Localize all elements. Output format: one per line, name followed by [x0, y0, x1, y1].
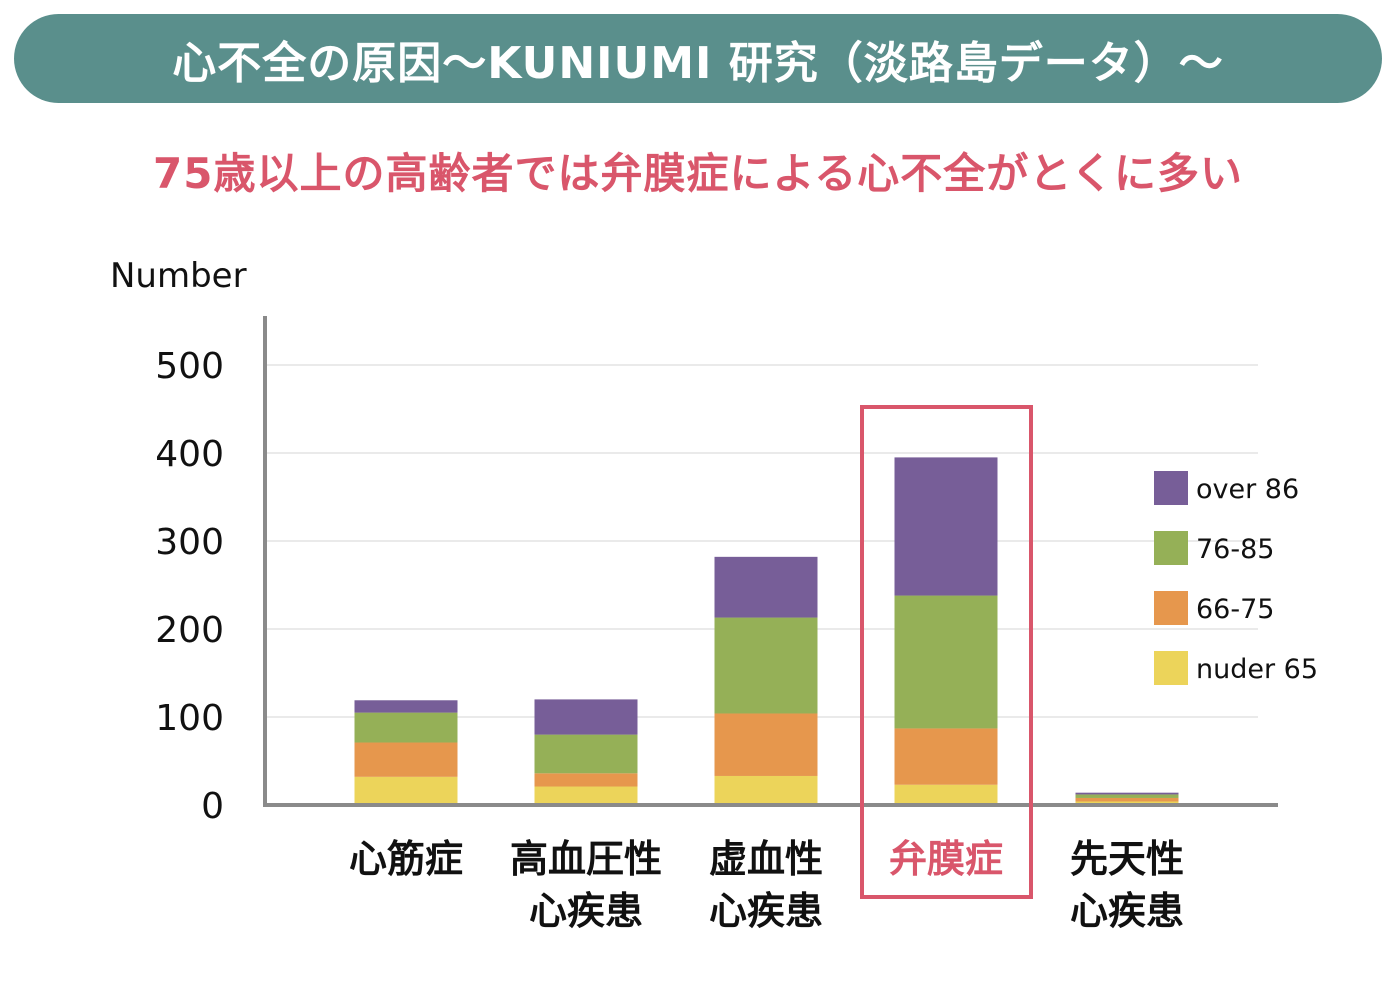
y-tick-label: 500 — [155, 346, 224, 387]
bar-segment — [354, 742, 458, 777]
highlight-box — [860, 405, 1033, 899]
bar-segment — [714, 556, 818, 618]
legend-swatch — [1154, 651, 1188, 685]
legend-swatch — [1154, 531, 1188, 565]
bar-segment — [714, 775, 818, 805]
x-tick-label: 先天性 — [1070, 837, 1184, 881]
y-axis-title: Number — [110, 256, 247, 296]
bar-segment — [714, 617, 818, 714]
legend-label: nuder 65 — [1196, 654, 1318, 685]
bar-segment — [534, 786, 638, 805]
y-tick-label: 300 — [155, 522, 224, 563]
bar-segment — [534, 773, 638, 787]
bar-segment — [1075, 794, 1179, 798]
y-tick-label: 400 — [155, 434, 224, 475]
legend-label: 76-85 — [1196, 534, 1274, 565]
y-tick-label: 0 — [201, 786, 224, 827]
legend-label: 66-75 — [1196, 594, 1274, 625]
page-title: 心不全の原因〜KUNIUMI 研究（淡路島データ）〜 — [172, 37, 1224, 89]
x-tick-label: 心疾患 — [1070, 889, 1184, 933]
x-tick-label: 弁膜症 — [889, 837, 1003, 881]
legend-swatch — [1154, 591, 1188, 625]
x-tick-label: 心疾患 — [709, 889, 823, 933]
y-tick-label: 200 — [155, 610, 224, 651]
bar-segment — [894, 457, 998, 596]
x-tick-label: 心疾患 — [529, 889, 643, 933]
bar-segment — [534, 734, 638, 774]
bar-segment — [894, 595, 998, 729]
x-tick-label: 高血圧性 — [510, 837, 662, 881]
legend-label: over 86 — [1196, 474, 1299, 505]
bar-segment — [1075, 792, 1179, 795]
x-tick-label: 虚血性 — [709, 837, 823, 881]
legend-swatch — [1154, 471, 1188, 505]
bar-segment — [354, 776, 458, 805]
bar-segment — [1075, 797, 1179, 802]
x-tick-label: 心筋症 — [349, 837, 463, 881]
bar-segment — [714, 713, 818, 776]
y-tick-label: 100 — [155, 698, 224, 739]
chart-subtitle: 75歳以上の高齢者では弁膜症による心不全がとくに多い — [153, 149, 1243, 198]
bar-segment — [354, 700, 458, 713]
bar-segment — [894, 784, 998, 805]
title-banner: 心不全の原因〜KUNIUMI 研究（淡路島データ）〜 — [14, 14, 1382, 103]
bar-segment — [354, 712, 458, 743]
bar-segment — [534, 699, 638, 735]
bar-segment — [894, 728, 998, 785]
